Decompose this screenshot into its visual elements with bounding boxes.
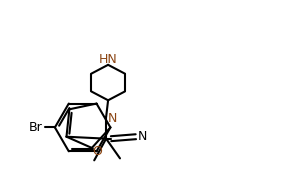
Text: N: N: [138, 130, 148, 143]
Text: N: N: [107, 112, 117, 124]
Text: Br: Br: [29, 121, 43, 134]
Text: O: O: [92, 145, 102, 158]
Text: HN: HN: [99, 53, 117, 66]
